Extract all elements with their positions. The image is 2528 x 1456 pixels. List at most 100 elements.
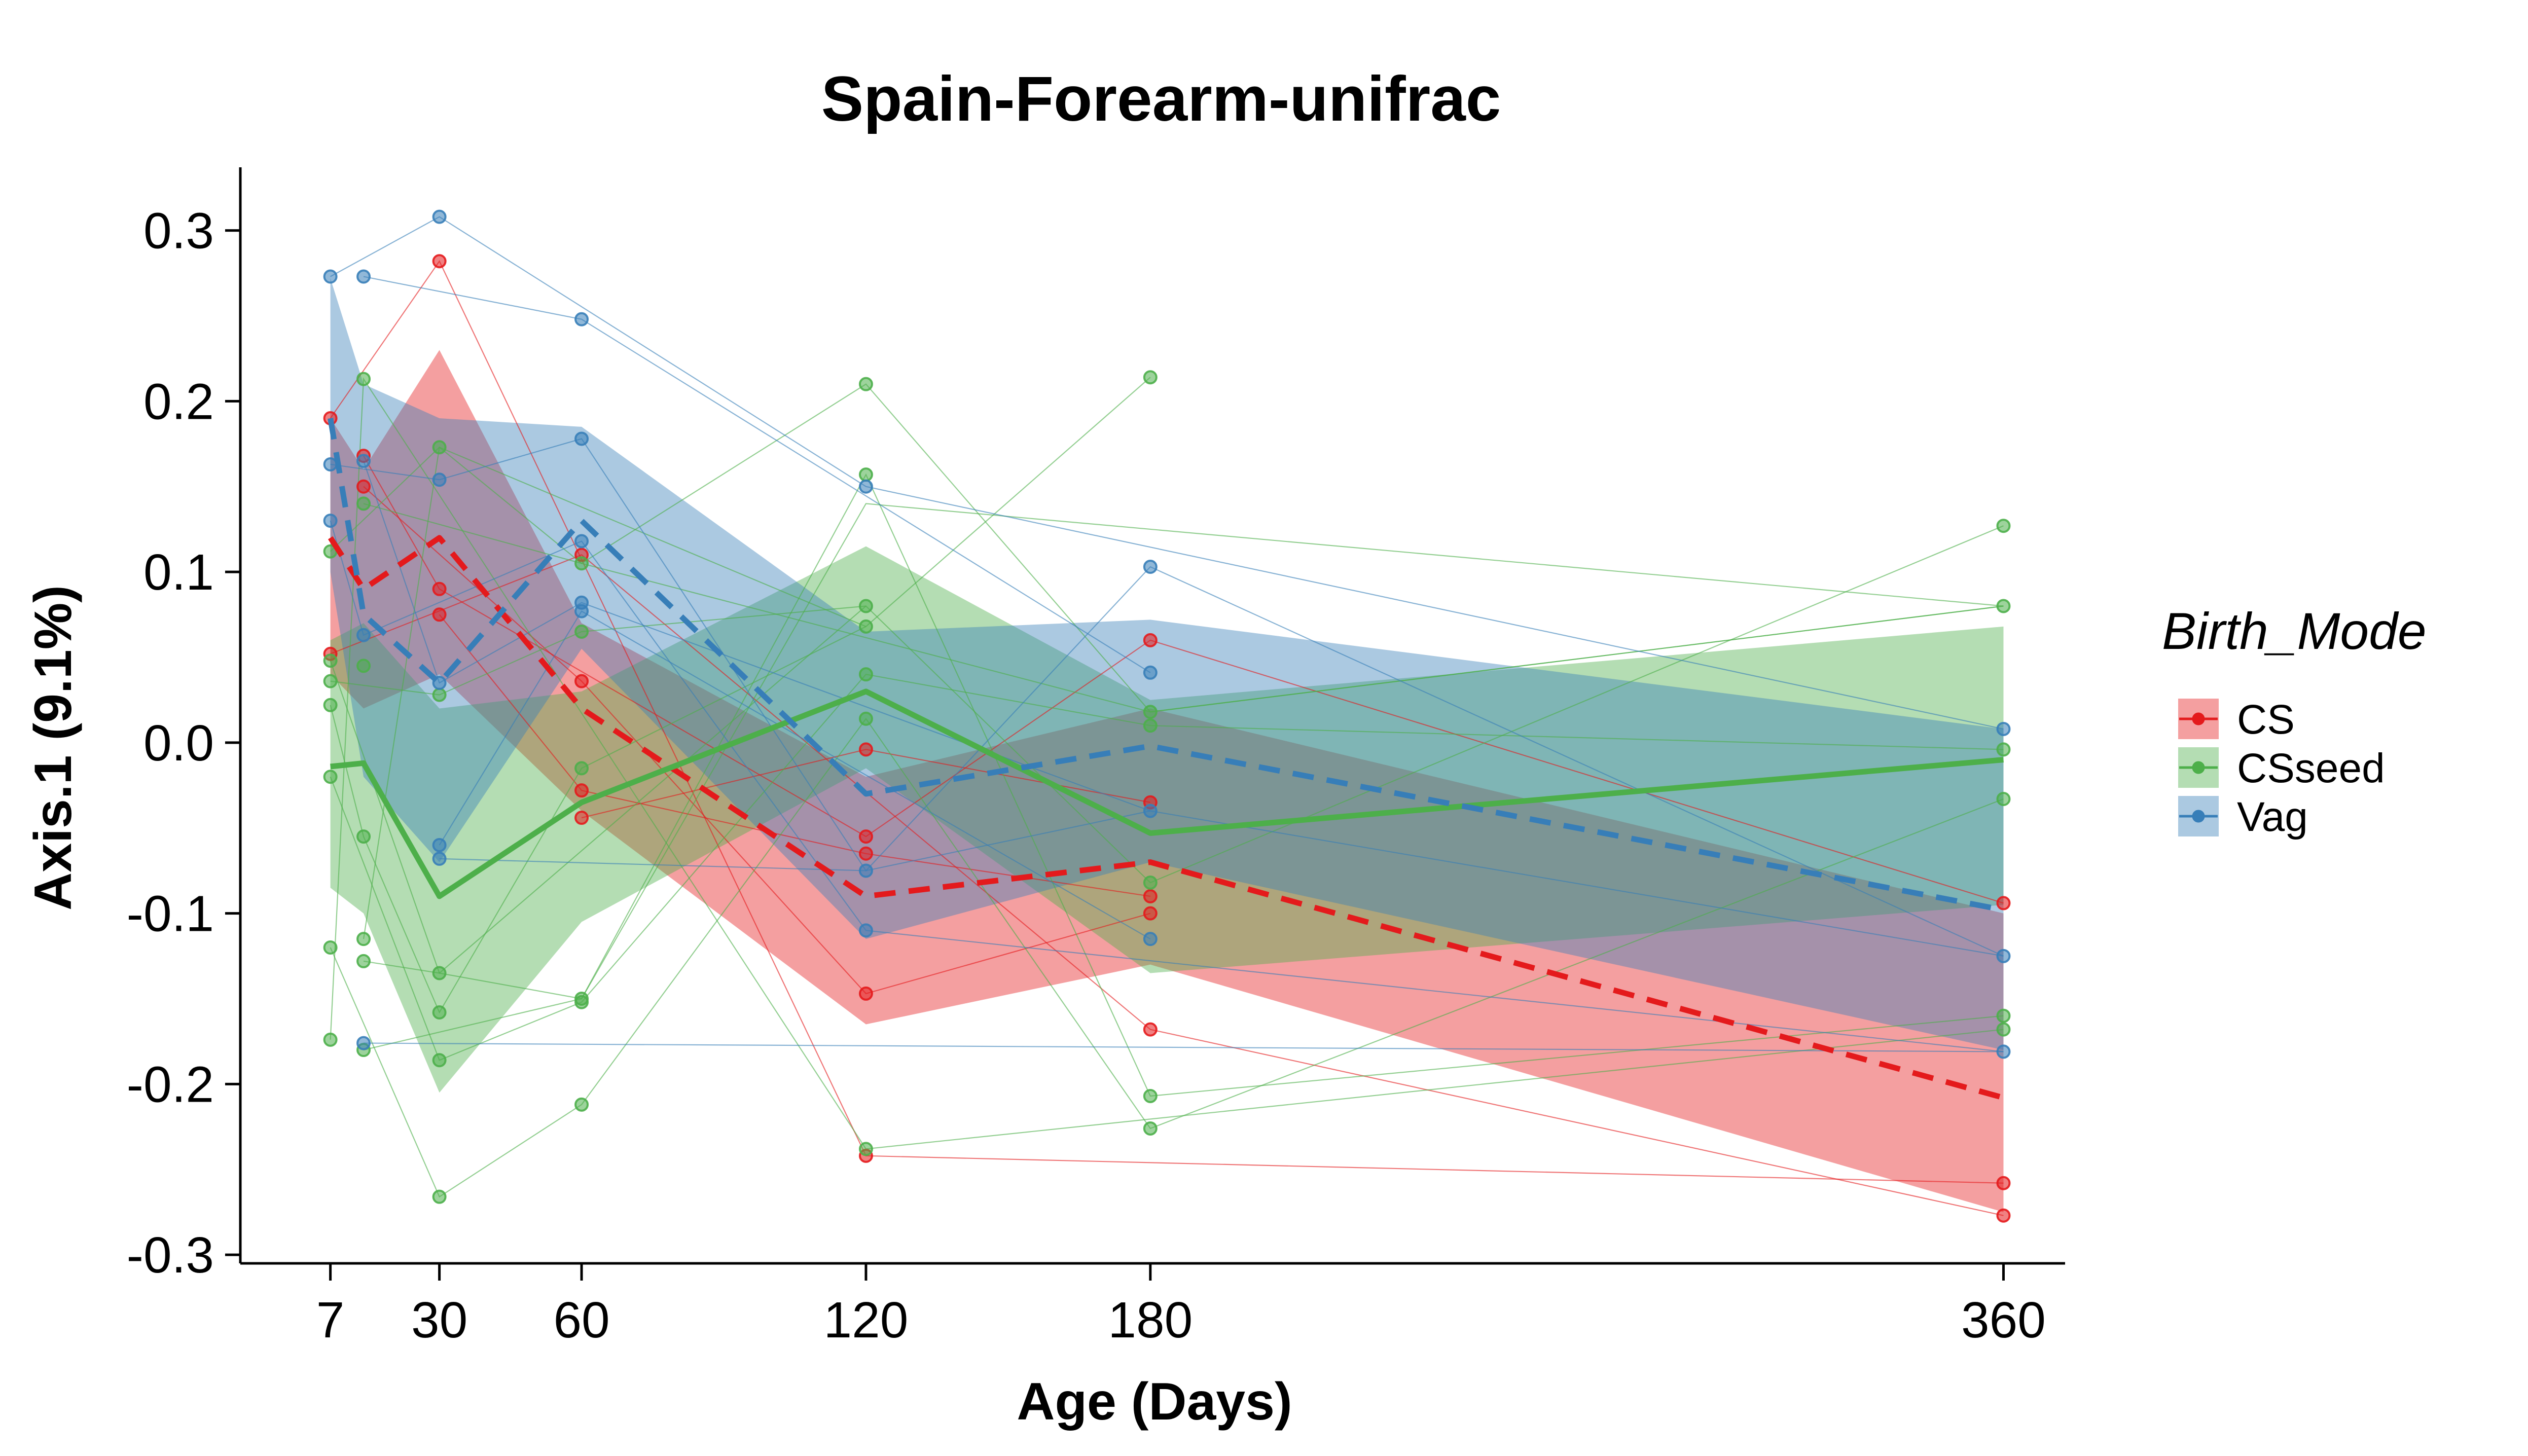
data-point-csseed (323, 1032, 338, 1047)
data-point-csseed (432, 1005, 447, 1020)
x-tick-label: 7 (316, 1292, 345, 1349)
data-point-csseed (574, 556, 589, 571)
data-point-csseed (858, 619, 873, 634)
data-point-cs (432, 254, 447, 269)
data-point-csseed (858, 1142, 873, 1156)
trajectory-csseed (330, 673, 2004, 1061)
confidence-bands (330, 278, 2004, 1212)
data-point-csseed (858, 599, 873, 613)
data-point-cs (858, 846, 873, 861)
data-point-cs (1143, 906, 1158, 921)
data-point-vag (574, 534, 589, 549)
data-point-csseed (432, 687, 447, 702)
y-axis-title: Axis.1 (9.1%) (24, 585, 83, 911)
data-point-vag (323, 269, 338, 284)
x-tick-label: 120 (824, 1292, 909, 1349)
data-point-vag (574, 312, 589, 326)
data-point-csseed (1996, 1022, 2011, 1037)
data-point-vag (432, 851, 447, 866)
data-point-csseed (323, 653, 338, 668)
band-csseed (330, 546, 2004, 1093)
data-point-csseed (323, 674, 338, 688)
data-point-csseed (432, 1053, 447, 1068)
data-point-csseed (1996, 599, 2011, 613)
data-point-csseed (323, 698, 338, 712)
trajectory-vag (330, 216, 2004, 730)
data-point-csseed (574, 624, 589, 639)
x-tick-label: 360 (1961, 1292, 2046, 1349)
data-point-csseed (432, 440, 447, 455)
trajectory-cs (363, 486, 1151, 995)
data-point-cs (356, 479, 371, 494)
data-point-vag (356, 1036, 371, 1050)
legend-label-vag: Vag (2237, 794, 2308, 840)
data-point-vag (574, 604, 589, 618)
data-point-csseed (574, 1097, 589, 1112)
legend-key-point (2192, 761, 2205, 774)
data-point-csseed (858, 667, 873, 682)
legend-key-point (2192, 712, 2205, 725)
data-point-csseed (432, 966, 447, 980)
chart-title: Spain-Forearm-unifrac (821, 64, 1501, 134)
trajectory-cs (330, 260, 2004, 1184)
data-point-cs (858, 742, 873, 757)
data-point-vag (858, 863, 873, 878)
data-point-cs (1143, 1022, 1158, 1037)
data-point-csseed (1143, 718, 1158, 733)
data-point-vag (323, 514, 338, 528)
data-point-cs (858, 829, 873, 844)
data-point-csseed (858, 377, 873, 391)
data-point-csseed (1143, 705, 1158, 719)
data-point-csseed (1996, 742, 2011, 757)
data-points (323, 209, 2011, 1223)
y-tick-label: 0.1 (143, 544, 214, 601)
trajectory-csseed (330, 717, 2004, 1198)
trajectory-csseed (363, 503, 2004, 1051)
data-point-csseed (1996, 792, 2011, 807)
y-ticks: 0.3 0.2 0.1 0.0 -0.1 -0.2 -0.3 (127, 203, 240, 1284)
data-point-vag (1143, 804, 1158, 818)
data-point-vag (356, 269, 371, 284)
data-point-cs (432, 581, 447, 596)
data-point-cs (432, 607, 447, 622)
trajectory-csseed (363, 503, 2004, 713)
data-point-vag (1996, 1044, 2011, 1059)
data-point-cs (1996, 1176, 2011, 1190)
axes (239, 167, 2065, 1265)
x-axis-title: Age (Days) (1017, 1372, 1292, 1431)
y-tick-label: -0.2 (127, 1056, 214, 1113)
trajectory-cs (439, 614, 1150, 897)
legend-key-point (2192, 810, 2205, 823)
x-tick-label: 30 (411, 1292, 467, 1349)
data-point-csseed (1996, 519, 2011, 533)
data-point-csseed (356, 829, 371, 844)
data-point-vag (1143, 560, 1158, 574)
data-point-vag (574, 431, 589, 446)
data-point-csseed (574, 995, 589, 1009)
data-point-cs (858, 986, 873, 1001)
data-point-cs (1996, 1208, 2011, 1223)
mean-line-cs (328, 535, 2004, 1101)
data-point-vag (1996, 721, 2011, 736)
x-tick-label: 180 (1108, 1292, 1193, 1349)
y-tick-label: 0.2 (143, 373, 214, 430)
trajectory-vag (364, 1042, 2004, 1052)
data-point-csseed (323, 770, 338, 784)
data-point-vag (858, 923, 873, 938)
data-point-cs (1143, 633, 1158, 647)
data-point-vag (432, 472, 447, 487)
data-point-csseed (858, 711, 873, 726)
band-vag (330, 278, 2004, 1050)
data-point-cs (574, 674, 589, 688)
x-ticks: 7 30 60 120 180 360 (316, 1263, 2046, 1349)
data-point-vag (1996, 949, 2011, 963)
data-point-csseed (356, 954, 371, 968)
data-point-csseed (356, 932, 371, 947)
data-point-vag (1143, 665, 1158, 680)
data-point-csseed (356, 659, 371, 673)
data-point-cs (574, 783, 589, 798)
data-point-vag (432, 209, 447, 224)
